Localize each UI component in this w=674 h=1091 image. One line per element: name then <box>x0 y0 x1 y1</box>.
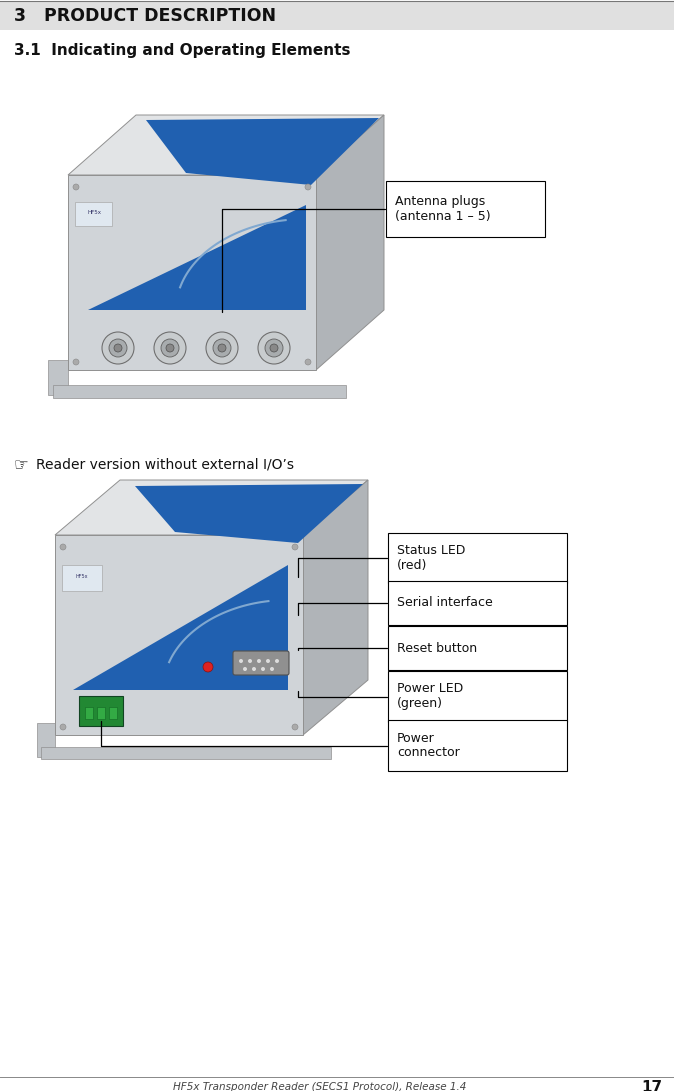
Circle shape <box>292 544 298 550</box>
Circle shape <box>73 184 79 190</box>
Text: Reader version without external I/O’s: Reader version without external I/O’s <box>36 458 294 472</box>
Polygon shape <box>88 205 306 310</box>
FancyBboxPatch shape <box>97 707 105 719</box>
Text: Reset button: Reset button <box>397 642 477 655</box>
Polygon shape <box>53 385 346 398</box>
Circle shape <box>203 662 213 672</box>
Circle shape <box>243 667 247 671</box>
Circle shape <box>265 339 283 357</box>
Circle shape <box>261 667 265 671</box>
FancyBboxPatch shape <box>388 582 567 625</box>
FancyBboxPatch shape <box>75 202 112 226</box>
Text: Antenna plugs
(antenna 1 – 5): Antenna plugs (antenna 1 – 5) <box>395 195 491 223</box>
Circle shape <box>239 659 243 663</box>
Circle shape <box>258 332 290 364</box>
Circle shape <box>73 359 79 365</box>
Polygon shape <box>37 723 55 757</box>
Circle shape <box>154 332 186 364</box>
Polygon shape <box>68 115 384 175</box>
FancyBboxPatch shape <box>388 720 567 771</box>
Polygon shape <box>41 747 331 759</box>
FancyBboxPatch shape <box>85 707 93 719</box>
FancyBboxPatch shape <box>388 671 567 722</box>
Circle shape <box>257 659 261 663</box>
Polygon shape <box>55 480 368 535</box>
Circle shape <box>292 724 298 730</box>
Circle shape <box>270 344 278 352</box>
Circle shape <box>60 544 66 550</box>
Text: Serial interface: Serial interface <box>397 597 493 610</box>
Circle shape <box>270 667 274 671</box>
Circle shape <box>248 659 252 663</box>
Circle shape <box>206 332 238 364</box>
Circle shape <box>161 339 179 357</box>
Circle shape <box>266 659 270 663</box>
FancyBboxPatch shape <box>233 651 289 675</box>
Text: Power LED
(green): Power LED (green) <box>397 683 463 710</box>
FancyBboxPatch shape <box>68 175 316 370</box>
Polygon shape <box>303 480 368 735</box>
FancyBboxPatch shape <box>386 181 545 237</box>
Circle shape <box>109 339 127 357</box>
Circle shape <box>252 667 256 671</box>
Text: HF5x: HF5x <box>75 574 88 579</box>
FancyBboxPatch shape <box>62 565 102 591</box>
FancyBboxPatch shape <box>109 707 117 719</box>
FancyBboxPatch shape <box>388 626 567 670</box>
Circle shape <box>166 344 174 352</box>
Circle shape <box>102 332 134 364</box>
Polygon shape <box>135 484 363 543</box>
Text: 3   PRODUCT DESCRIPTION: 3 PRODUCT DESCRIPTION <box>14 7 276 25</box>
Polygon shape <box>146 118 379 185</box>
FancyBboxPatch shape <box>55 535 303 735</box>
FancyBboxPatch shape <box>79 696 123 726</box>
Circle shape <box>275 659 279 663</box>
Polygon shape <box>316 115 384 370</box>
Circle shape <box>213 339 231 357</box>
Text: Status LED
(red): Status LED (red) <box>397 544 465 572</box>
Text: 3.1  Indicating and Operating Elements: 3.1 Indicating and Operating Elements <box>14 43 350 58</box>
Text: HF5x: HF5x <box>87 209 101 215</box>
Text: ☞: ☞ <box>14 456 29 473</box>
FancyBboxPatch shape <box>0 2 674 29</box>
Text: HF5x Transponder Reader (SECS1 Protocol), Release 1.4: HF5x Transponder Reader (SECS1 Protocol)… <box>173 1082 466 1091</box>
Text: 17: 17 <box>642 1079 663 1091</box>
Circle shape <box>218 344 226 352</box>
Text: Power
connector: Power connector <box>397 731 460 759</box>
Circle shape <box>305 359 311 365</box>
Circle shape <box>60 724 66 730</box>
Circle shape <box>114 344 122 352</box>
FancyBboxPatch shape <box>388 533 567 583</box>
Circle shape <box>305 184 311 190</box>
Polygon shape <box>73 565 288 690</box>
Polygon shape <box>48 360 68 395</box>
